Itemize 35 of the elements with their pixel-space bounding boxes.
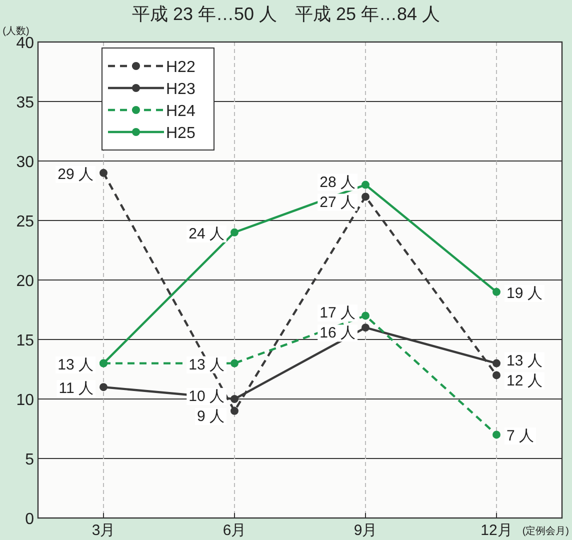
data-label: 10 人 (188, 388, 224, 405)
y-tick-label: 25 (16, 214, 34, 230)
chart-title: 平成 23 年…50 人 平成 25 年…84 人 (132, 4, 440, 24)
data-label: 19 人 (506, 284, 542, 302)
data-label: 7 人 (506, 428, 534, 445)
data-label: 17 人 (320, 304, 356, 322)
data-label: 27 人 (320, 194, 356, 211)
data-label: 29 人 (58, 166, 94, 183)
y-tick-label: 20 (16, 273, 34, 290)
y-tick-label: 35 (16, 94, 34, 112)
y-tick-label: 5 (25, 452, 34, 468)
data-label: 24 人 (188, 225, 224, 242)
data-label: 13 人 (506, 352, 542, 370)
x-tick-label: 9月 (354, 522, 378, 539)
legend-label: H22 (166, 59, 196, 76)
legend-label: H23 (166, 81, 196, 98)
x-axis-title: (定例会月) (522, 525, 569, 537)
data-label: 12 人 (506, 372, 542, 390)
y-tick-label: 0 (25, 511, 34, 528)
x-tick-label: 6月 (222, 522, 246, 539)
y-tick-label: 40 (16, 35, 34, 52)
data-label: 13 人 (58, 356, 94, 374)
y-tick-label: 15 (16, 332, 34, 350)
data-label: 16 人 (320, 324, 356, 342)
y-tick-label: 10 (16, 392, 34, 409)
legend-label: H25 (166, 125, 196, 142)
y-tick-label: 30 (16, 154, 34, 171)
x-tick-label: 3月 (92, 522, 116, 539)
data-label: 11 人 (58, 380, 94, 398)
data-label: 28 人 (320, 174, 356, 191)
data-label: 9 人 (196, 408, 224, 425)
y-axis-title: (人数) (2, 26, 30, 37)
data-label: 13 人 (188, 356, 224, 374)
x-tick-label: 12月 (480, 522, 512, 539)
legend-label: H24 (166, 103, 196, 120)
